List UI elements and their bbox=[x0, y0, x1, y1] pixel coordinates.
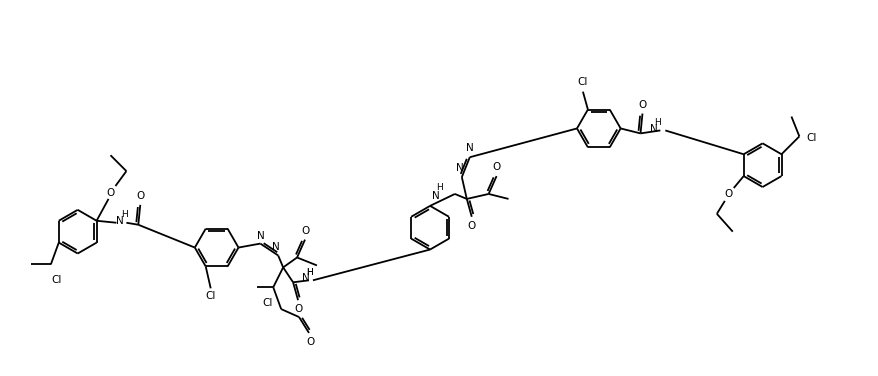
Text: H: H bbox=[306, 268, 313, 277]
Text: Cl: Cl bbox=[805, 133, 816, 143]
Text: N: N bbox=[465, 143, 473, 153]
Text: H: H bbox=[121, 210, 127, 219]
Text: O: O bbox=[467, 221, 475, 231]
Text: O: O bbox=[293, 304, 302, 314]
Text: Cl: Cl bbox=[205, 291, 216, 301]
Text: O: O bbox=[492, 162, 500, 172]
Text: N: N bbox=[302, 273, 310, 284]
Text: Cl: Cl bbox=[262, 298, 272, 308]
Text: N: N bbox=[272, 241, 280, 252]
Text: H: H bbox=[653, 118, 660, 127]
Text: Cl: Cl bbox=[577, 77, 587, 87]
Text: H: H bbox=[306, 268, 313, 277]
Text: N: N bbox=[649, 124, 657, 135]
Text: O: O bbox=[723, 189, 732, 199]
Text: O: O bbox=[306, 337, 314, 347]
Text: N: N bbox=[432, 191, 439, 201]
Text: Cl: Cl bbox=[52, 275, 62, 285]
Text: O: O bbox=[136, 191, 144, 201]
Text: O: O bbox=[637, 100, 646, 110]
Text: H: H bbox=[436, 183, 443, 193]
Text: O: O bbox=[300, 226, 309, 236]
Text: N: N bbox=[115, 216, 123, 226]
Text: N: N bbox=[456, 163, 464, 173]
Text: O: O bbox=[106, 188, 114, 198]
Text: N: N bbox=[257, 230, 265, 241]
